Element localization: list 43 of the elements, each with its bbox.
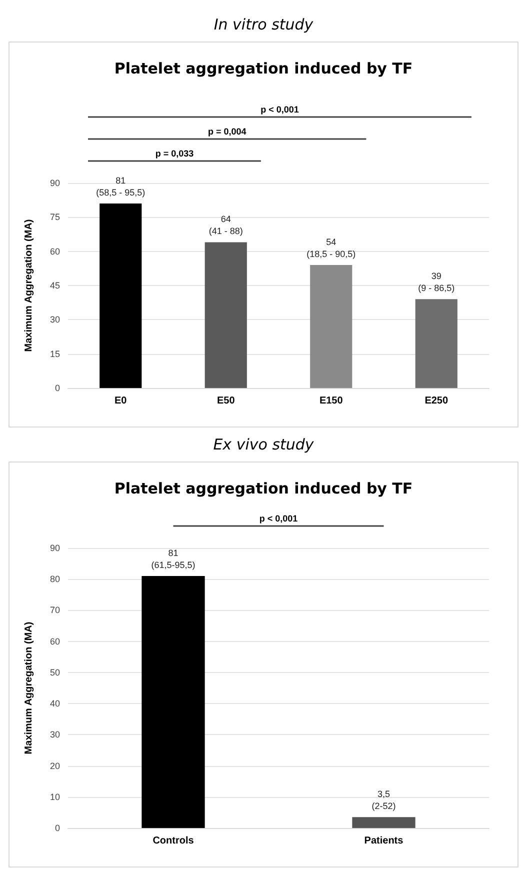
y-tick-label: 70 (50, 605, 60, 616)
y-tick-label: 40 (50, 698, 60, 709)
data-label: 54 (18,5 - 90,5) (306, 237, 356, 259)
x-tick-label: Patients (364, 836, 404, 846)
x-tick-label: E50 (216, 396, 236, 406)
y-tick-label: 0 (54, 383, 60, 393)
y-tick-label: 60 (50, 636, 60, 646)
y-tick-label: 50 (50, 667, 60, 678)
y-tick-label: 10 (50, 792, 60, 802)
y-tick-label: 75 (50, 212, 60, 222)
y-tick-label: 0 (54, 823, 60, 833)
y-axis-title: Maximum Aggregation (MA) (24, 219, 34, 352)
data-label: 81 (61,5-95,5) (151, 548, 196, 570)
y-tick-label: 80 (50, 574, 60, 584)
bar (415, 299, 458, 388)
chart-title: In vitro study (214, 16, 314, 34)
y-tick-label: 15 (50, 348, 60, 359)
y-tick-label: 20 (50, 760, 60, 771)
bar (310, 265, 352, 388)
text: p = 0,004 (208, 126, 246, 136)
y-tick-label: 60 (50, 246, 60, 256)
x-tick-label: E250 (424, 396, 448, 406)
data-label: 3,5 (2-52) (372, 789, 396, 812)
text: p < 0,001 (260, 104, 299, 114)
data-label: 64 (41 - 88) (208, 214, 243, 236)
chart-title: Ex vivo study (213, 436, 315, 454)
y-axis-title: Maximum Aggregation (MA) (24, 622, 34, 754)
text: p = 0,033 (155, 148, 194, 158)
x-tick-label: E150 (319, 396, 344, 406)
bar (100, 204, 142, 388)
chart-subtitle: Platelet aggregation induced by TF (114, 60, 413, 78)
bar (204, 242, 247, 388)
y-tick-label: 45 (50, 280, 60, 290)
x-tick-label: E0 (114, 396, 128, 406)
data-label: 39 (9 - 86,5) (418, 271, 455, 294)
chart-subtitle: Platelet aggregation induced by TF (114, 480, 413, 498)
y-tick-label: 30 (50, 730, 60, 740)
text: p < 0,001 (259, 514, 298, 524)
y-tick-label: 30 (50, 314, 60, 325)
y-tick-label: 90 (50, 178, 60, 188)
x-tick-label: Controls (152, 836, 194, 846)
y-tick-label: 90 (50, 543, 60, 553)
data-label: 81 (58,5 - 95,5) (96, 176, 146, 198)
